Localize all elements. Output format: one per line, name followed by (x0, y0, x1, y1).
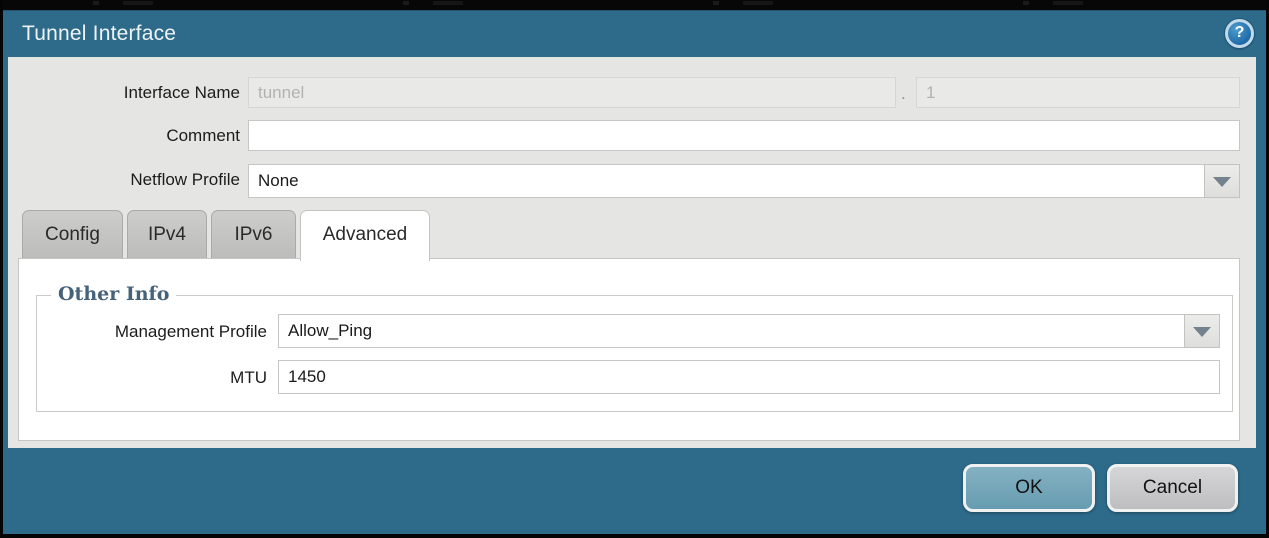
mtu-input[interactable] (278, 360, 1220, 394)
netflow-profile-combo (248, 164, 1240, 198)
interface-name-separator: . (901, 84, 906, 103)
tab-ipv4[interactable]: IPv4 (127, 210, 207, 258)
interface-name-label: Interface Name (123, 83, 240, 102)
help-icon: ? (1234, 24, 1245, 41)
ok-button[interactable]: OK (963, 464, 1095, 512)
management-profile-combo (278, 314, 1220, 348)
comment-label: Comment (166, 126, 240, 145)
interface-unit-input[interactable] (916, 77, 1240, 108)
tab-config[interactable]: Config (22, 210, 123, 258)
advanced-tab-panel (18, 258, 1240, 441)
netflow-profile-dropdown-button[interactable] (1204, 164, 1240, 198)
chevron-down-icon (1193, 327, 1211, 337)
cancel-button[interactable]: Cancel (1107, 464, 1238, 512)
interface-name-input (248, 77, 896, 108)
background-page-text-hint (3, 1, 1266, 5)
other-info-fieldset: Other Info (36, 283, 1233, 412)
tab-advanced[interactable]: Advanced (300, 210, 430, 261)
chevron-down-icon (1213, 177, 1231, 187)
management-profile-dropdown-button[interactable] (1184, 314, 1220, 348)
comment-input[interactable] (248, 120, 1240, 151)
tab-ipv6[interactable]: IPv6 (211, 210, 296, 258)
other-info-legend: Other Info (51, 283, 177, 305)
netflow-profile-input[interactable] (248, 164, 1205, 198)
background-page-strip (3, 0, 1266, 10)
management-profile-label: Management Profile (114, 322, 267, 341)
mtu-label: MTU (230, 368, 267, 387)
management-profile-input[interactable] (278, 314, 1185, 348)
netflow-profile-label: Netflow Profile (130, 170, 240, 189)
dialog-title: Tunnel Interface (22, 22, 177, 45)
help-button[interactable]: ? (1225, 19, 1254, 48)
